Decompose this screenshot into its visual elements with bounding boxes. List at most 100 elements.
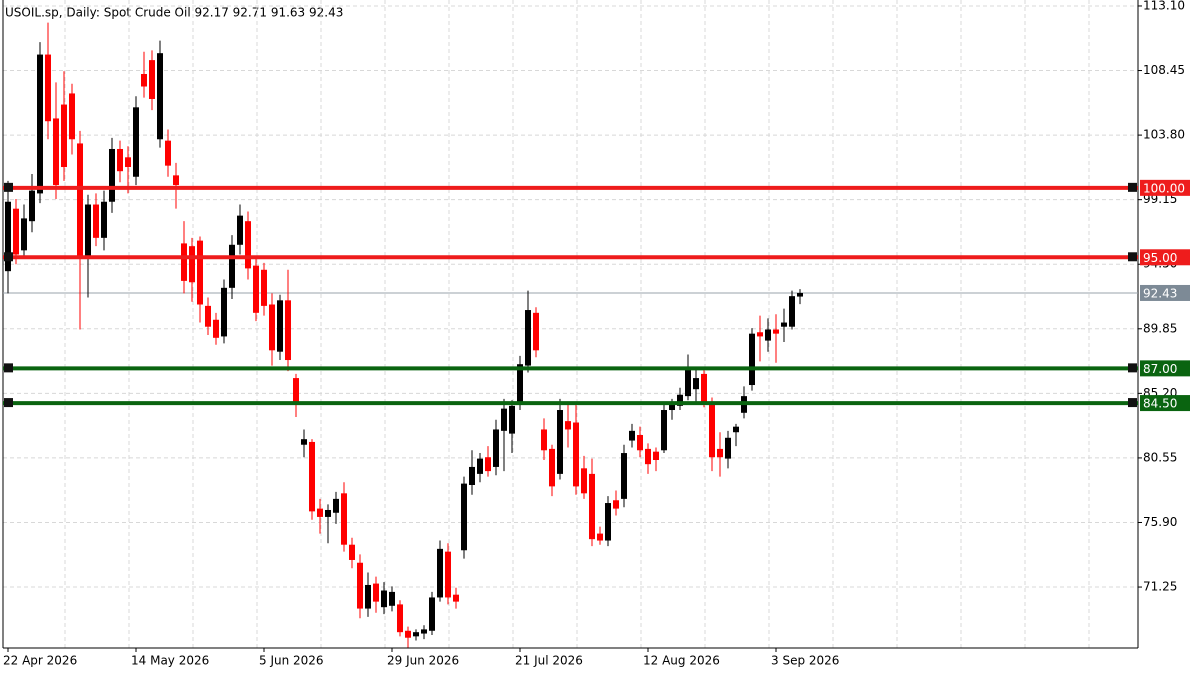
candle-body bbox=[365, 584, 371, 609]
candle-body bbox=[781, 322, 787, 327]
candle-body bbox=[797, 292, 803, 297]
candle-body bbox=[597, 533, 603, 541]
candle-body bbox=[501, 408, 507, 431]
level-handle bbox=[1128, 398, 1137, 408]
level-handle bbox=[4, 398, 13, 408]
candle-body bbox=[373, 583, 379, 602]
candle-body bbox=[461, 483, 467, 551]
candle-body bbox=[197, 240, 203, 305]
candle-body bbox=[37, 54, 43, 194]
candle-body bbox=[725, 437, 731, 459]
candle-body bbox=[637, 435, 643, 451]
candle-body bbox=[717, 448, 723, 458]
level-label-box bbox=[1140, 179, 1190, 196]
level-label: 95.00 bbox=[1143, 251, 1177, 265]
candle-body bbox=[101, 201, 107, 238]
candle-body bbox=[93, 204, 99, 238]
level-handle bbox=[1128, 252, 1137, 262]
candle-body bbox=[381, 590, 387, 608]
candle-body bbox=[485, 457, 491, 472]
candle-body bbox=[533, 312, 539, 351]
candle-body bbox=[133, 107, 139, 177]
price-label: 92.43 bbox=[1143, 286, 1177, 300]
candle-body bbox=[165, 140, 171, 166]
candle-body bbox=[669, 404, 675, 411]
x-tick-label: 3 Sep 2026 bbox=[771, 654, 839, 668]
candle-body bbox=[117, 148, 123, 172]
y-tick-label: 113.10 bbox=[1143, 0, 1185, 12]
candle-body bbox=[277, 300, 283, 352]
candle-body bbox=[765, 329, 771, 341]
candle-body bbox=[437, 548, 443, 598]
candle-body bbox=[109, 148, 115, 202]
candle-body bbox=[573, 422, 579, 487]
candle-body bbox=[477, 458, 483, 474]
candle-body bbox=[189, 246, 195, 283]
x-tick-label: 22 Apr 2026 bbox=[3, 654, 77, 668]
candle-body bbox=[693, 378, 699, 390]
y-tick-label: 89.85 bbox=[1143, 321, 1177, 335]
candle-body bbox=[581, 468, 587, 494]
chart-title: USOIL.sp, Daily: Spot Crude Oil 92.17 92… bbox=[5, 6, 343, 20]
level-label-box bbox=[1140, 249, 1190, 266]
candle-body bbox=[677, 394, 683, 406]
candle-body bbox=[613, 500, 619, 509]
level-handle bbox=[4, 182, 13, 192]
candle-body bbox=[749, 333, 755, 386]
candle-body bbox=[253, 265, 259, 313]
candle-body bbox=[413, 632, 419, 637]
candle-body bbox=[389, 591, 395, 606]
x-tick-label: 12 Aug 2026 bbox=[643, 654, 720, 668]
candle-body bbox=[245, 221, 251, 269]
candle-body bbox=[509, 405, 515, 434]
x-tick-label: 14 May 2026 bbox=[131, 654, 209, 668]
candle-body bbox=[181, 243, 187, 281]
level-label: 84.50 bbox=[1143, 397, 1177, 411]
candle-body bbox=[469, 466, 475, 485]
candle-body bbox=[421, 629, 427, 634]
candle-body bbox=[733, 426, 739, 433]
candle-body bbox=[221, 287, 227, 337]
y-tick-label: 71.25 bbox=[1143, 580, 1177, 594]
x-tick-label: 5 Jun 2026 bbox=[259, 654, 324, 668]
y-tick-label: 80.55 bbox=[1143, 450, 1177, 464]
candle-body bbox=[53, 118, 59, 186]
candle-body bbox=[453, 594, 459, 602]
candle-body bbox=[261, 269, 267, 306]
candle-body bbox=[141, 74, 147, 87]
candle-body bbox=[341, 493, 347, 545]
candle-body bbox=[293, 378, 299, 402]
level-label: 87.00 bbox=[1143, 362, 1177, 376]
price-label-box bbox=[1140, 284, 1190, 301]
candle-body bbox=[429, 597, 435, 631]
candle-body bbox=[357, 562, 363, 609]
candle-body bbox=[709, 403, 715, 458]
candle-body bbox=[557, 410, 563, 474]
candle-body bbox=[285, 300, 291, 361]
candle-body bbox=[125, 157, 131, 168]
candle-body bbox=[77, 143, 83, 258]
candle-body bbox=[541, 429, 547, 451]
candle-body bbox=[325, 509, 331, 517]
level-handle bbox=[4, 363, 13, 373]
x-tick-label: 29 Jun 2026 bbox=[387, 654, 459, 668]
y-tick-label: 108.45 bbox=[1143, 63, 1185, 77]
candle-body bbox=[213, 319, 219, 338]
candle-body bbox=[5, 201, 11, 272]
level-label: 100.00 bbox=[1143, 181, 1185, 195]
candle-body bbox=[773, 329, 779, 334]
candle-body bbox=[237, 215, 243, 245]
candle-body bbox=[653, 451, 659, 461]
candle-body bbox=[157, 53, 163, 140]
candle-body bbox=[149, 60, 155, 99]
candle-body bbox=[445, 551, 451, 598]
level-handle bbox=[1128, 363, 1137, 373]
candle-body bbox=[701, 373, 707, 404]
candle-body bbox=[301, 439, 307, 445]
candle-body bbox=[589, 473, 595, 540]
candle-body bbox=[549, 448, 555, 487]
candle-body bbox=[493, 429, 499, 467]
level-handle bbox=[1128, 182, 1137, 192]
